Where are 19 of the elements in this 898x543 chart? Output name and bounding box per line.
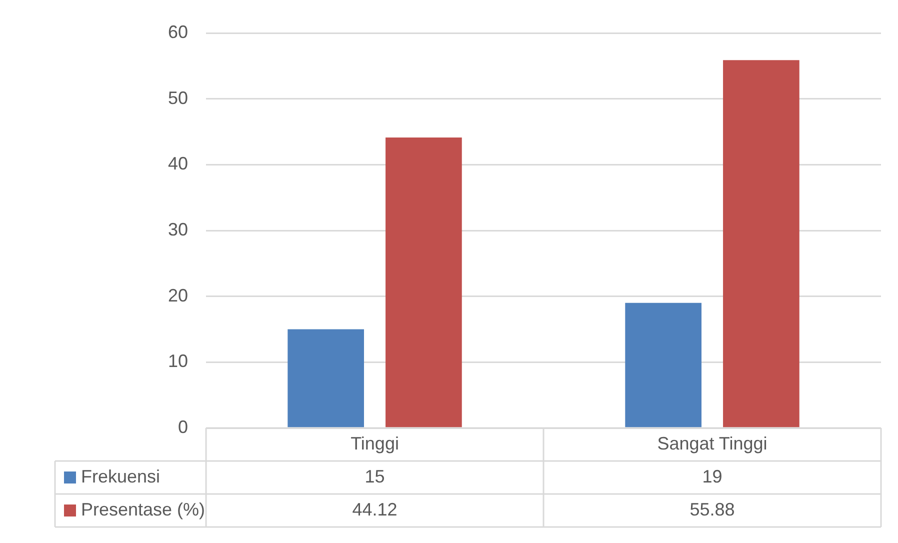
bar [288, 329, 364, 428]
y-tick-label: 10 [168, 351, 188, 372]
bar [625, 302, 702, 428]
x-tick-label: Tinggi [350, 433, 399, 454]
bar [386, 138, 462, 428]
y-tick-label: 30 [168, 219, 188, 240]
data-label: 19 [702, 466, 722, 486]
x-tick-label: Sangat Tinggi [657, 433, 768, 454]
bar [723, 60, 800, 428]
y-tick-label: 40 [168, 154, 188, 174]
y-tick-label: 20 [168, 285, 188, 306]
data-label: 55.88 [690, 499, 735, 520]
y-tick-label: 0 [178, 416, 188, 437]
y-tick-label: 50 [168, 88, 188, 108]
legend-label: Frekuensi [81, 466, 160, 486]
data-label: 44.12 [352, 499, 398, 520]
legend-label: Presentase (%) [81, 499, 206, 520]
y-tick-label: 60 [168, 22, 188, 42]
data-label: 15 [364, 466, 385, 486]
